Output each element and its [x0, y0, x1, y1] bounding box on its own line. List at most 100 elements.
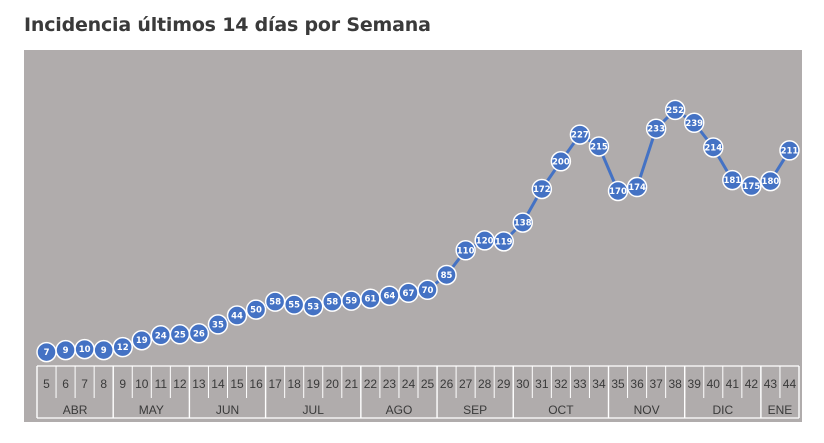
data-label: 25 [174, 330, 186, 340]
month-label: SEP [463, 403, 487, 417]
x-tick-label: 7 [81, 377, 88, 391]
data-point [760, 170, 781, 192]
x-tick-label: 24 [402, 377, 416, 391]
x-tick-label: 21 [345, 377, 359, 391]
data-label: 215 [590, 142, 608, 152]
month-label: ABR [63, 403, 88, 417]
series-line [46, 108, 791, 354]
data-label: 214 [704, 143, 722, 153]
data-point [302, 296, 324, 317]
data-label: 233 [647, 125, 665, 135]
data-point [245, 299, 267, 320]
data-label: 19 [136, 336, 148, 346]
x-tick-label: 23 [383, 377, 397, 391]
x-tick-label: 8 [100, 377, 107, 391]
x-tick-label: 16 [249, 377, 263, 391]
data-label: 50 [250, 306, 262, 316]
x-tick-label: 18 [287, 377, 301, 391]
data-label: 180 [762, 177, 780, 187]
x-tick-label: 31 [535, 377, 549, 391]
month-label: JUL [303, 403, 325, 417]
data-label: 55 [288, 301, 300, 311]
x-tick-label: 34 [592, 377, 606, 391]
x-tick-label: 25 [421, 377, 435, 391]
data-point [664, 99, 686, 121]
x-tick-label: 22 [364, 377, 378, 391]
data-label: 53 [307, 303, 319, 313]
data-point [417, 279, 438, 301]
data-point [226, 305, 248, 326]
data-point [207, 314, 229, 335]
data-label: 12 [117, 343, 129, 353]
x-tick-label: 36 [630, 377, 644, 391]
x-tick-label: 37 [649, 377, 663, 391]
data-label: 120 [476, 236, 494, 246]
data-label: 172 [533, 185, 551, 195]
data-point [703, 137, 724, 158]
x-tick-label: 14 [211, 377, 225, 391]
month-label: MAY [139, 403, 164, 417]
data-label: 10 [79, 345, 91, 355]
x-tick-label: 43 [764, 377, 778, 391]
data-label: 174 [628, 183, 646, 193]
data-label: 138 [514, 219, 532, 229]
month-label: ENE [768, 403, 793, 417]
x-tick-label: 9 [119, 377, 126, 391]
x-tick-label: 39 [688, 377, 702, 391]
x-tick-label: 26 [440, 377, 454, 391]
data-label: 239 [685, 119, 703, 129]
x-tick-label: 40 [707, 377, 721, 391]
x-tick-label: 42 [745, 377, 759, 391]
data-label: 181 [723, 176, 741, 186]
x-tick-label: 12 [173, 377, 187, 391]
data-point [531, 178, 553, 200]
data-label: 211 [781, 146, 799, 156]
x-tick-label: 19 [307, 377, 321, 391]
x-tick-label: 10 [135, 377, 149, 391]
x-tick-label: 15 [230, 377, 244, 391]
data-label: 119 [495, 237, 513, 247]
data-label: 175 [743, 182, 761, 192]
data-label: 200 [552, 157, 570, 167]
data-point [112, 336, 133, 358]
data-point [741, 175, 762, 197]
chart-title: Incidencia últimos 14 días por Semana [24, 14, 431, 36]
data-point [188, 323, 210, 344]
data-point [607, 180, 629, 202]
data-label: 7 [44, 348, 50, 358]
data-point [512, 212, 534, 233]
data-label: 61 [364, 295, 376, 305]
data-point [626, 176, 648, 198]
data-point [569, 124, 591, 145]
x-tick-label: 29 [497, 377, 511, 391]
data-point [645, 118, 667, 139]
data-point [455, 240, 476, 261]
x-tick-label: 11 [155, 377, 168, 391]
x-tick-label: 5 [43, 377, 50, 391]
x-tick-label: 30 [516, 377, 530, 391]
data-label: 70 [422, 286, 434, 296]
x-tick-label: 17 [268, 377, 282, 391]
data-label: 227 [571, 131, 589, 141]
x-tick-label: 35 [611, 377, 625, 391]
data-point [779, 140, 800, 161]
data-label: 64 [384, 292, 396, 302]
x-tick-label: 6 [62, 377, 69, 391]
data-point [683, 112, 705, 134]
data-label: 252 [666, 106, 684, 116]
x-tick-label: 32 [554, 377, 568, 391]
x-tick-label: 28 [478, 377, 492, 391]
data-label: 59 [345, 297, 357, 307]
x-tick-label: 41 [726, 377, 740, 391]
x-tick-label: 44 [783, 377, 797, 391]
x-tick-label: 13 [192, 377, 206, 391]
data-label: 58 [326, 298, 338, 308]
month-label: JUN [216, 403, 239, 417]
data-point [550, 151, 572, 172]
data-point [588, 136, 610, 157]
data-point [436, 264, 457, 286]
data-label: 170 [609, 187, 627, 197]
data-label: 9 [101, 346, 107, 356]
data-label: 44 [231, 312, 243, 322]
